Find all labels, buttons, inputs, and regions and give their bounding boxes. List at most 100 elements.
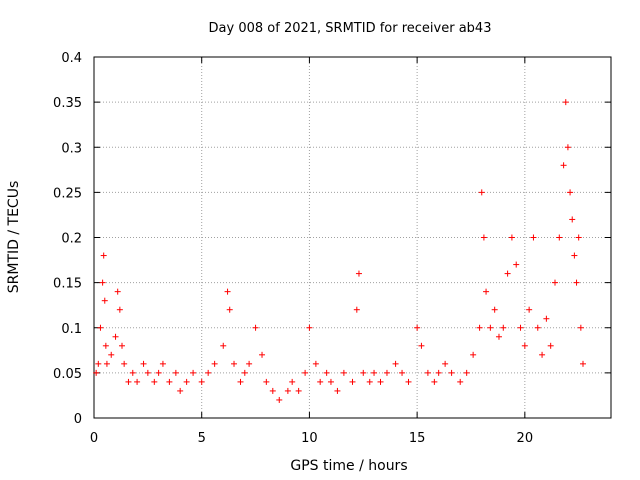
data-point [480, 234, 487, 241]
data-point [231, 360, 238, 367]
data-point [564, 144, 571, 151]
data-point [334, 387, 341, 394]
data-point [108, 351, 115, 358]
data-point [226, 306, 233, 313]
y-tick-label: 0.15 [53, 277, 82, 292]
data-point [448, 369, 455, 376]
data-point [306, 324, 313, 331]
data-point [211, 360, 218, 367]
data-point [539, 351, 546, 358]
data-point [530, 234, 537, 241]
data-point [508, 234, 515, 241]
data-point [500, 324, 507, 331]
data-point [205, 369, 212, 376]
data-point [100, 252, 107, 259]
data-point [366, 378, 373, 385]
x-tick-label: 0 [90, 431, 98, 446]
y-tick-label: 0.05 [53, 367, 82, 382]
grid [94, 57, 611, 418]
data-point [103, 360, 110, 367]
data-point [241, 369, 248, 376]
y-tick-label: 0.4 [61, 51, 82, 66]
data-point [360, 369, 367, 376]
data-point [112, 333, 119, 340]
data-point [457, 378, 464, 385]
data-point [534, 324, 541, 331]
data-point [93, 369, 100, 376]
data-point [399, 369, 406, 376]
data-point [166, 378, 173, 385]
data-point [495, 333, 502, 340]
data-point [418, 342, 425, 349]
y-tick-label: 0.3 [61, 141, 82, 156]
data-point [579, 360, 586, 367]
data-point [547, 342, 554, 349]
data-point [349, 378, 356, 385]
data-point [119, 342, 126, 349]
data-point [134, 378, 141, 385]
data-point [323, 369, 330, 376]
data-point [295, 387, 302, 394]
data-point [355, 270, 362, 277]
data-point [371, 369, 378, 376]
y-tick-label: 0.35 [53, 96, 82, 111]
data-point [190, 369, 197, 376]
data-point [551, 279, 558, 286]
data-point [442, 360, 449, 367]
data-point [431, 378, 438, 385]
data-point [573, 279, 580, 286]
data-point [289, 378, 296, 385]
data-point [177, 387, 184, 394]
data-point [478, 189, 485, 196]
data-point [155, 369, 162, 376]
data-point [246, 360, 253, 367]
data-point [543, 315, 550, 322]
data-point [95, 360, 102, 367]
x-tick-label: 15 [409, 431, 426, 446]
data-point [259, 351, 266, 358]
data-point [491, 306, 498, 313]
data-point [183, 378, 190, 385]
data-point [263, 378, 270, 385]
y-axis-label: SRMTID / TECUs [6, 181, 22, 294]
x-tick-label: 5 [198, 431, 206, 446]
data-point [517, 324, 524, 331]
data-point [114, 288, 121, 295]
data-point [276, 396, 283, 403]
data-point [504, 270, 511, 277]
data-point [144, 369, 151, 376]
data-point [224, 288, 231, 295]
data-point [302, 369, 309, 376]
data-point [463, 369, 470, 376]
data-point [121, 360, 128, 367]
data-point [312, 360, 319, 367]
data-point [101, 297, 108, 304]
data-point [269, 387, 276, 394]
y-tick-label: 0.1 [61, 322, 82, 337]
data-point [383, 369, 390, 376]
data-point [353, 306, 360, 313]
data-point [252, 324, 259, 331]
data-point [424, 369, 431, 376]
data-point [562, 99, 569, 106]
data-point [470, 351, 477, 358]
data-points [93, 99, 586, 403]
data-point [487, 324, 494, 331]
data-point [513, 261, 520, 268]
data-point [159, 360, 166, 367]
data-point [198, 378, 205, 385]
data-point [405, 378, 412, 385]
data-point [577, 324, 584, 331]
data-point [571, 252, 578, 259]
data-point [575, 234, 582, 241]
data-point [97, 324, 104, 331]
data-point [567, 189, 574, 196]
data-point [317, 378, 324, 385]
data-point [483, 288, 490, 295]
data-point [476, 324, 483, 331]
data-point [526, 306, 533, 313]
y-tick-label: 0 [74, 412, 82, 427]
data-point [129, 369, 136, 376]
data-point [172, 369, 179, 376]
x-axis-ticks: 0 5 10 15 20 [90, 57, 533, 446]
